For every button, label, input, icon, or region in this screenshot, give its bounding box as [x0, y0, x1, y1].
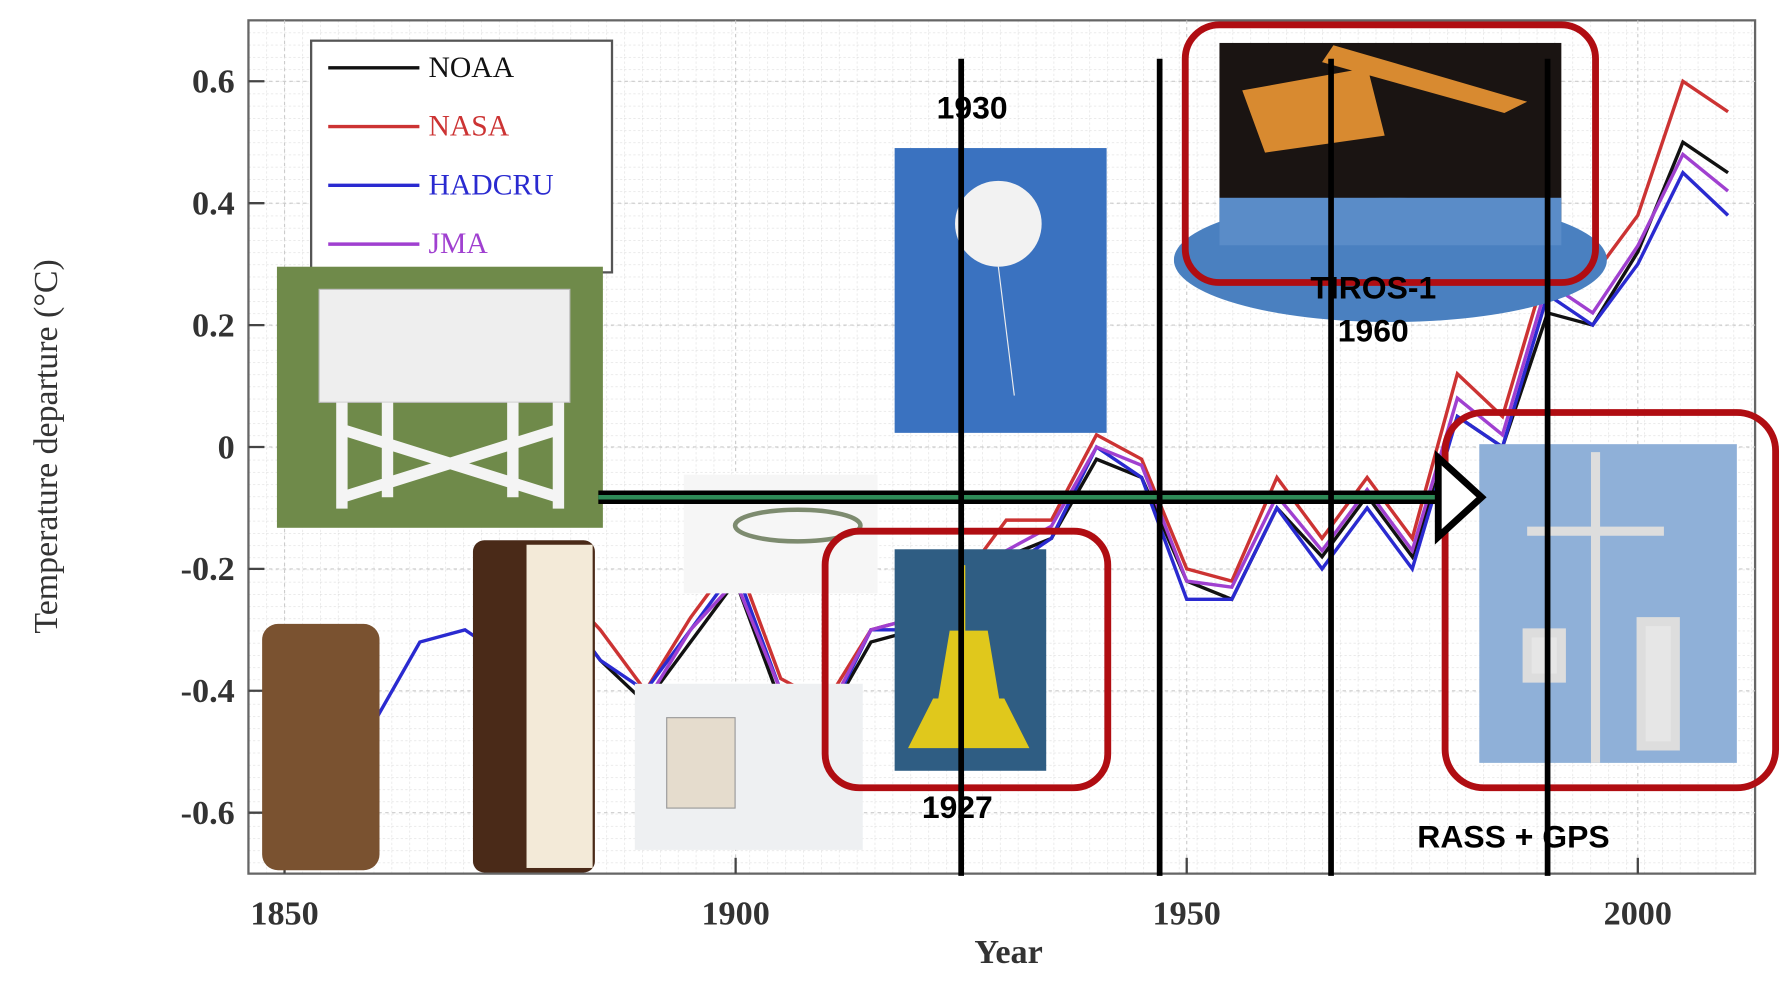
annotation: RASS + GPS	[1417, 819, 1609, 855]
page: -0.6 -0.4 -0.2 0 0.2 0.4 0.6 1850 1900 1950 2000 Y…	[0, 0, 1787, 981]
y-tick-label: 0	[218, 429, 235, 466]
annotation: 1960	[1338, 312, 1409, 348]
annotation: 1927	[922, 789, 993, 825]
x-axis-label: Year	[974, 934, 1042, 971]
x-tick-label: 1900	[701, 896, 769, 933]
thermometer-scale	[527, 545, 593, 868]
x-tick-label: 1950	[1153, 896, 1221, 933]
photo-plaque	[262, 624, 379, 870]
y-tick-label: -0.2	[181, 551, 235, 588]
legend-label: NOAA	[429, 52, 515, 84]
annotation: TIROS-1	[1310, 269, 1436, 305]
legend-label: JMA	[429, 228, 489, 260]
chart: -0.6 -0.4 -0.2 0 0.2 0.4 0.6 1850 1900 1950 2000 Y…	[0, 0, 1787, 981]
legend-label: NASA	[429, 111, 510, 143]
y-tick-label: -0.6	[181, 795, 235, 832]
y-tick-label: 0.6	[192, 64, 235, 101]
shelter-box	[319, 289, 570, 402]
barograph-drum	[667, 718, 735, 808]
x-tick-label: 1850	[250, 896, 318, 933]
annotation: 1930	[937, 90, 1008, 126]
legend-label: HADCRU	[429, 169, 554, 201]
balloon	[955, 181, 1042, 267]
photo-station	[1479, 444, 1737, 763]
legend: NOAA NASA HADCRU JMA	[311, 41, 612, 273]
y-tick-label: 0.4	[192, 186, 235, 223]
y-tick-label: -0.4	[181, 673, 235, 710]
y-tick-label: 0.2	[192, 308, 235, 345]
y-axis-label: Temperature departure (°C)	[28, 259, 65, 633]
x-tick-label: 2000	[1604, 896, 1672, 933]
earth-band	[1219, 198, 1561, 245]
